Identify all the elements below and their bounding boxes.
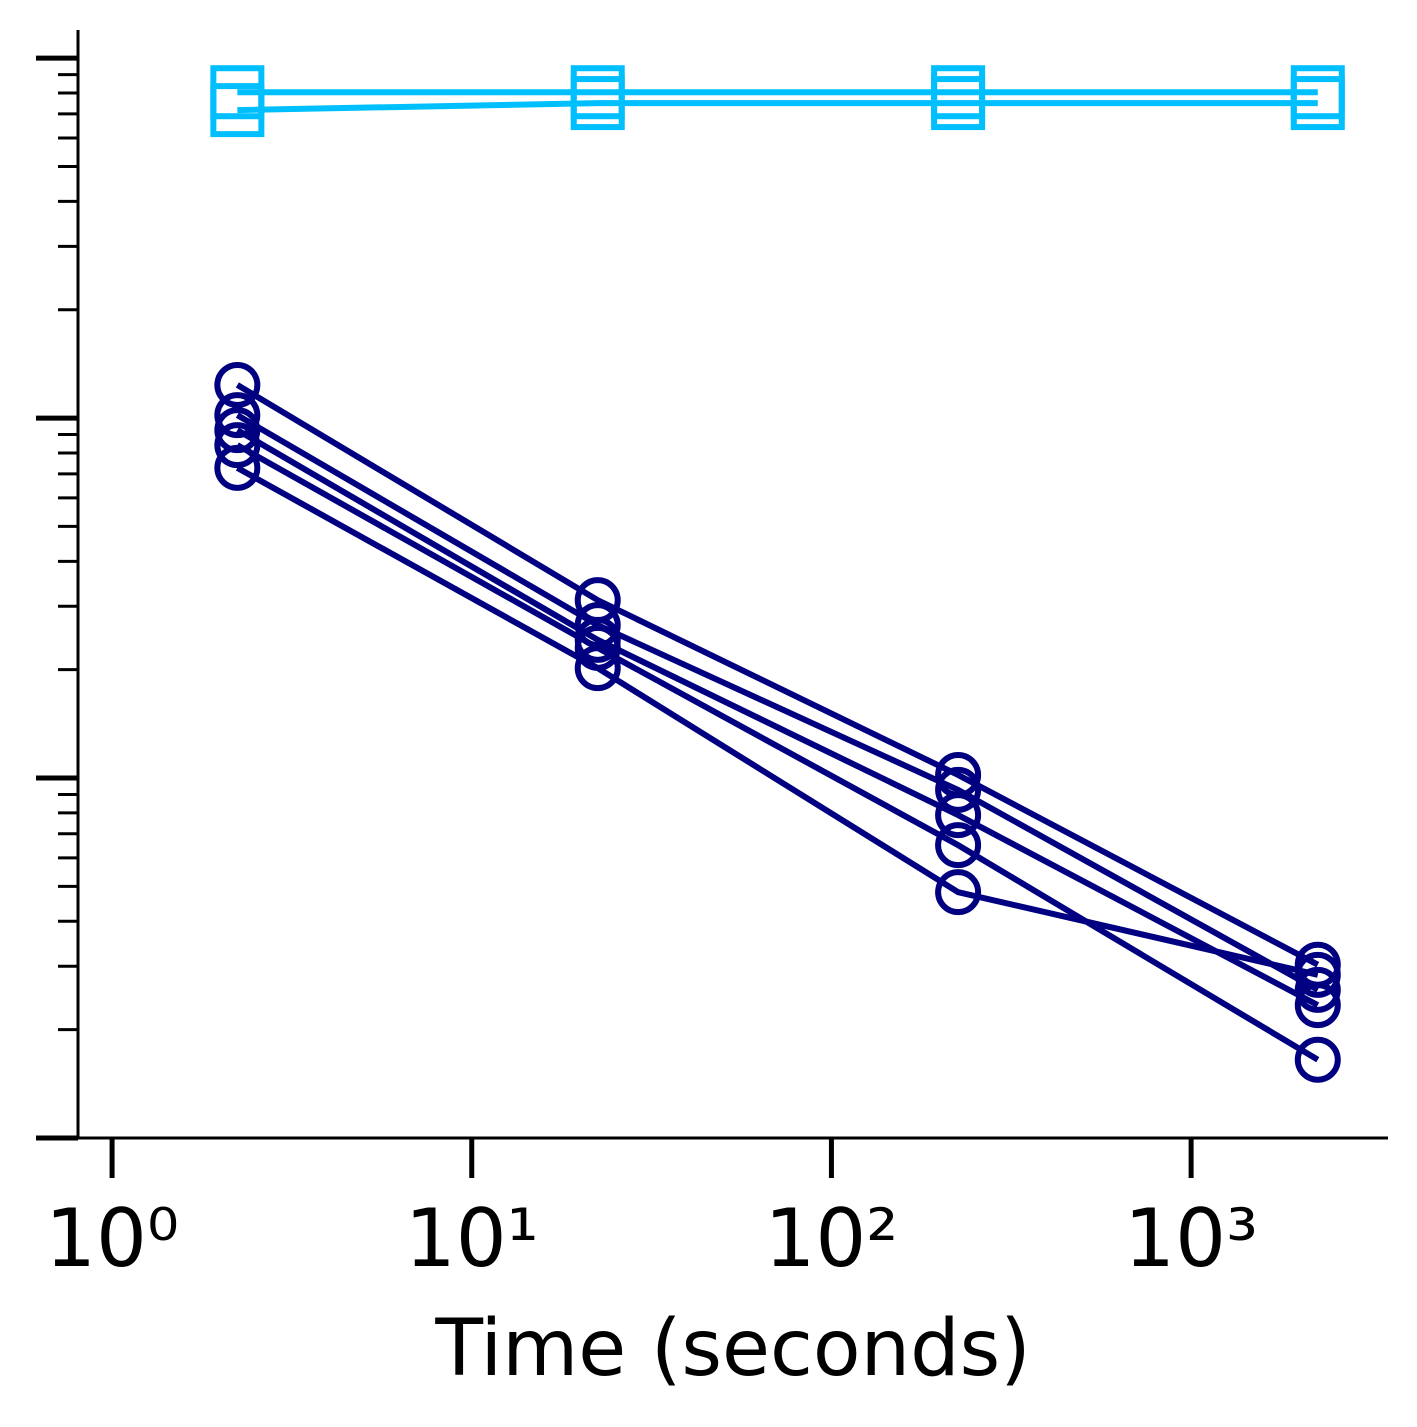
series-line (237, 100, 1318, 114)
series-line (235, 382, 1320, 968)
circle-marker (214, 444, 261, 491)
series-line (235, 442, 1320, 1063)
x-tick-label: 10² (764, 1192, 898, 1285)
circle-marker (935, 792, 982, 839)
x-tick-label: 10³ (1124, 1192, 1258, 1285)
square-marker (210, 83, 265, 138)
circle-marker (1294, 982, 1341, 1029)
series-line (235, 412, 1320, 993)
x-axis-label: Time (seconds) (434, 1304, 1030, 1394)
circle-marker (1294, 1036, 1341, 1083)
circle-marker (214, 422, 261, 469)
circle-marker (574, 645, 621, 692)
circle-marker (214, 361, 261, 408)
circle-marker (935, 869, 982, 916)
circle-marker (1294, 951, 1341, 998)
series-line (235, 427, 1320, 1008)
circle-marker (935, 766, 982, 813)
circle-marker (1294, 966, 1341, 1013)
series-line (235, 465, 1319, 978)
circle-marker (214, 392, 261, 439)
square-marker (570, 76, 625, 131)
circle-marker (935, 822, 982, 869)
square-marker (931, 76, 986, 131)
square-marker (1290, 76, 1345, 131)
x-tick-label: 10¹ (405, 1192, 539, 1285)
x-tick-label: 10⁰ (45, 1192, 179, 1285)
